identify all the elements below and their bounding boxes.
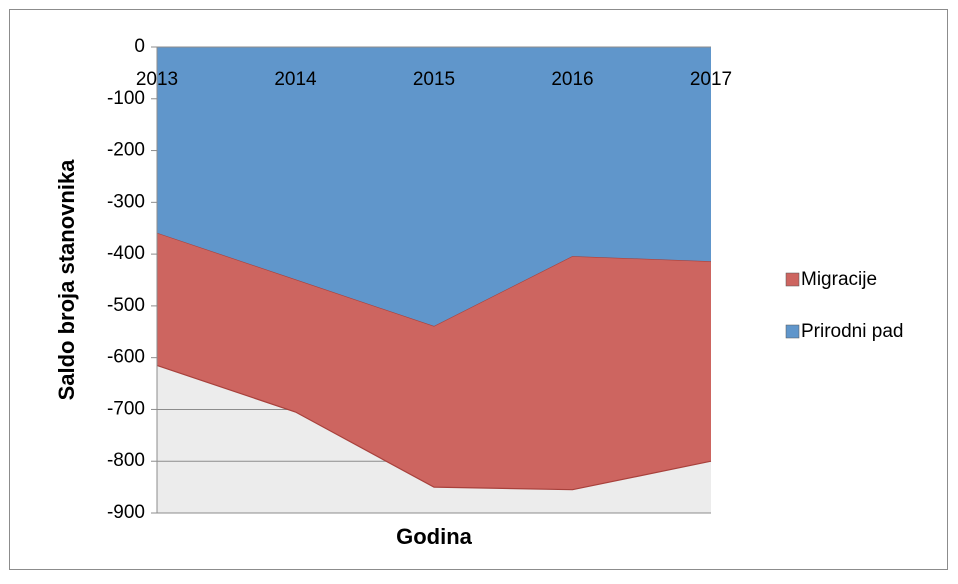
- y-axis-label: Saldo broja stanovnika: [54, 159, 79, 401]
- legend-swatch: [785, 272, 800, 287]
- y-tick-label: -300: [107, 191, 145, 212]
- legend-label: Migracije: [801, 269, 877, 290]
- area: [157, 233, 711, 490]
- x-tick-label: 2017: [690, 69, 732, 90]
- x-axis-label: Godina: [396, 524, 473, 549]
- y-tick-label: -400: [107, 243, 145, 264]
- x-tick-label: 2016: [551, 69, 593, 90]
- y-tick-label: -800: [107, 450, 145, 471]
- y-tick-label: -200: [107, 140, 145, 161]
- x-tick-label: 2013: [136, 69, 178, 90]
- x-tick-label: 2015: [413, 69, 455, 90]
- y-tick-label: -600: [107, 347, 145, 368]
- area-edge: [156, 364, 712, 491]
- y-tick-label: -500: [107, 295, 145, 316]
- legend-swatch: [785, 324, 800, 339]
- y-tick-label: -900: [107, 502, 145, 523]
- x-tick-label: 2014: [274, 69, 317, 90]
- y-tick-label: 0: [134, 36, 145, 57]
- y-tick-label: -700: [107, 398, 145, 419]
- legend-label: Prirodni pad: [801, 321, 903, 342]
- y-tick-label: -100: [107, 88, 145, 109]
